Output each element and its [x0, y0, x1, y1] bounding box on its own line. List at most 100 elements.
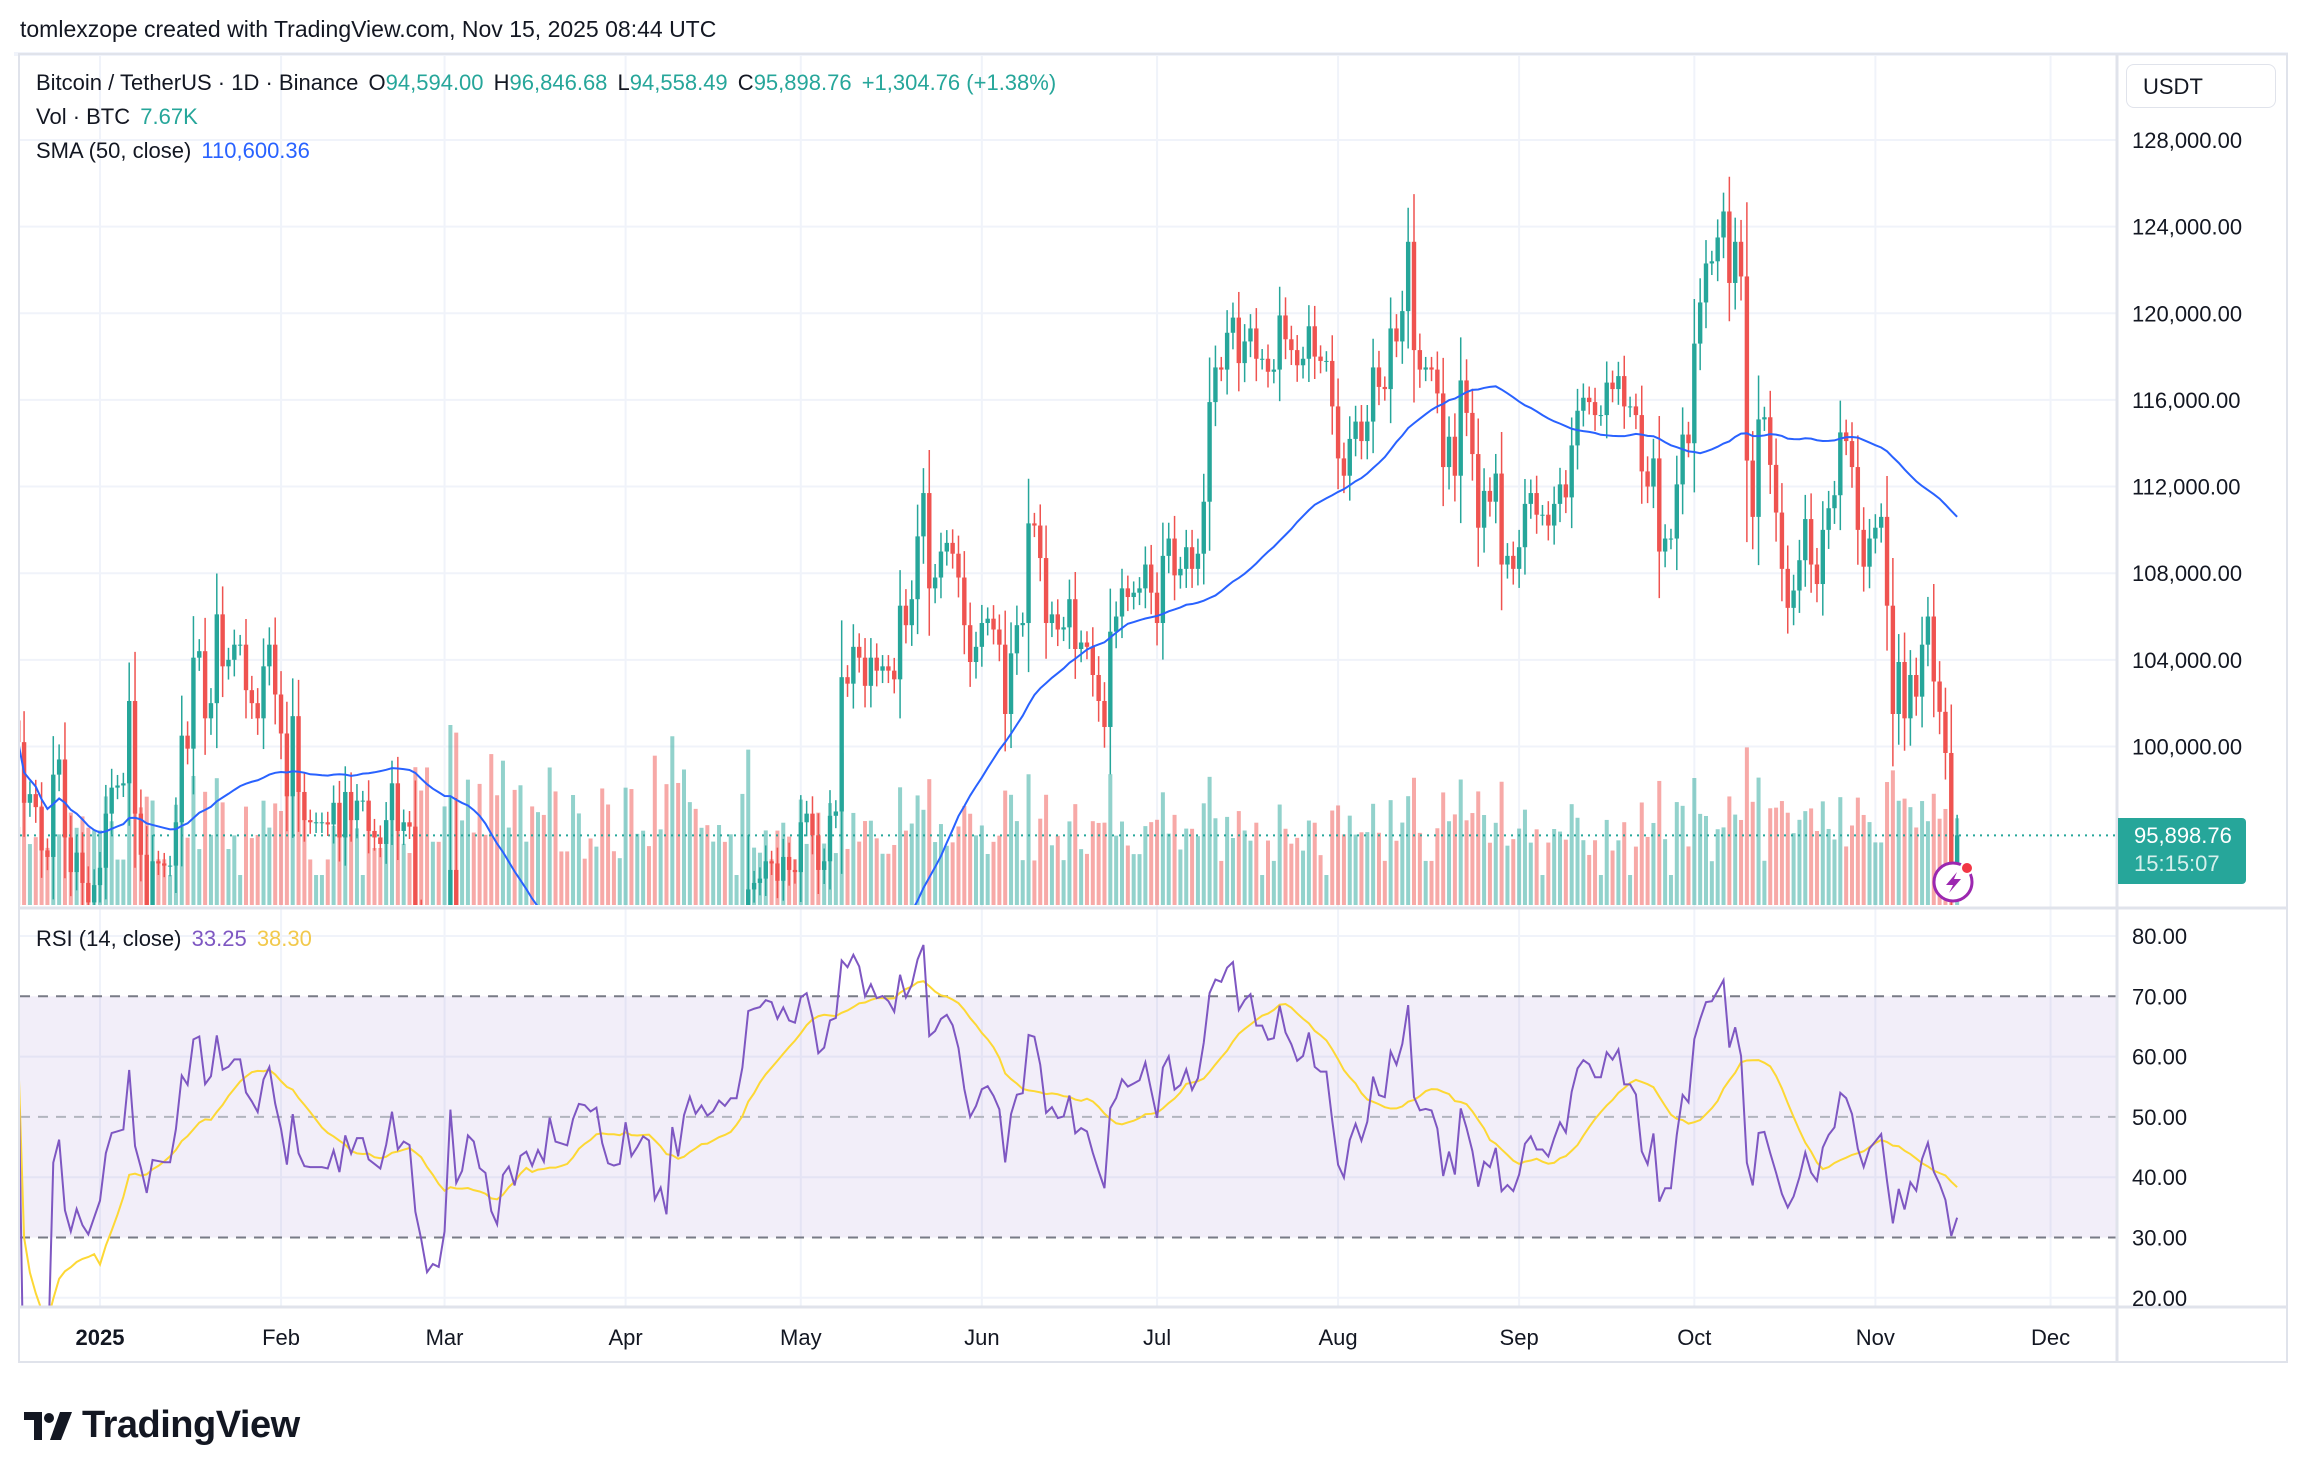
volume-bar [740, 793, 745, 905]
candle-body [220, 614, 225, 667]
candle-body [1785, 568, 1790, 608]
volume-bar [384, 823, 389, 905]
volume-bar [676, 782, 681, 905]
volume-bar [33, 837, 38, 905]
volume-bar [1727, 796, 1732, 905]
candle-body [1265, 358, 1271, 372]
candle-body [821, 861, 827, 870]
candle-body [91, 885, 97, 903]
volume-bar [1943, 808, 1948, 905]
lightning-alert-icon[interactable] [1932, 861, 1974, 903]
volume-bar [722, 841, 727, 905]
chart-frame [18, 53, 2288, 1363]
volume-bar [1160, 792, 1165, 905]
candle-body [237, 644, 243, 646]
candle-body [1516, 547, 1522, 569]
candle-body [751, 882, 757, 890]
volume-bar [1195, 836, 1200, 905]
candle-body [868, 657, 874, 686]
symbol-name: Bitcoin / TetherUS · 1D · Binance [36, 70, 359, 95]
sma-legend[interactable]: SMA (50, close) 110,600.36 [36, 138, 314, 164]
price-axis[interactable]: 128,000.00 124,000.00 120,000.00 116,000.00… [2132, 128, 2242, 759]
volume-bar [20, 826, 21, 905]
candle-body [1773, 464, 1779, 513]
volume-bar [354, 828, 359, 905]
candle-body [1464, 380, 1469, 413]
candle-body [962, 577, 967, 626]
volume-bar [1692, 778, 1697, 905]
price-tick-label: 100,000.00 [2132, 734, 2242, 759]
rsi-tick-label: 50.00 [2132, 1105, 2187, 1130]
volume-bar [1505, 845, 1510, 905]
volume-bar [641, 830, 646, 905]
candle-body [243, 644, 249, 691]
candle-body [284, 733, 290, 797]
candle-body [33, 794, 38, 808]
currency-button[interactable]: USDT [2126, 64, 2276, 108]
volume-bar [1049, 845, 1054, 905]
volume-bar [1330, 810, 1335, 905]
change-value: +1,304.76 (+1.38%) [861, 70, 1057, 95]
volume-bar [1587, 854, 1592, 905]
symbol-legend[interactable]: Bitcoin / TetherUS · 1D · Binance O94,59… [36, 70, 1060, 96]
candle-body [1540, 514, 1545, 516]
volume-bar [1096, 822, 1101, 905]
sma-line [20, 385, 1958, 905]
candle-body [1125, 588, 1131, 598]
candle-body [1908, 675, 1913, 719]
volume-bar [962, 806, 967, 905]
candle-body [1394, 328, 1399, 342]
candle-body [851, 646, 856, 684]
rsi-axis[interactable]: 80.00 70.00 60.00 50.00 40.00 30.00 20.00 [2132, 924, 2187, 1311]
candle-body [156, 861, 161, 864]
volume-value: 7.67K [140, 104, 198, 129]
volume-bar [1131, 854, 1136, 905]
volume-bar [1172, 814, 1177, 905]
candle-body [121, 783, 126, 786]
candle-body [1405, 241, 1411, 312]
volume-bar [1260, 875, 1265, 905]
volume-bar [1289, 843, 1294, 905]
volume-bar [699, 827, 704, 905]
volume-bar [1178, 849, 1183, 905]
volume-bar [1797, 819, 1802, 905]
volume-bar [483, 834, 488, 905]
candle-body [1493, 473, 1498, 502]
rsi-legend[interactable]: RSI (14, close) 33.25 38.30 [36, 926, 316, 952]
candle-body [115, 785, 120, 788]
volume-bar [407, 853, 412, 905]
candle-body [1814, 564, 1820, 585]
tradingview-logo[interactable]: TradingView [24, 1404, 300, 1447]
time-axis[interactable]: 2025 Feb Mar Apr May Jun Jul Aug Sep Oct Nov Dec [76, 1325, 2071, 1350]
volume-bar [185, 837, 190, 905]
candle-body [448, 869, 453, 905]
candle-body [1149, 564, 1154, 593]
candle-body [1189, 547, 1195, 569]
volume-bar [495, 795, 500, 905]
candle-body [1499, 473, 1504, 565]
rsi-tick-label: 60.00 [2132, 1045, 2187, 1070]
candle-body [1458, 380, 1463, 476]
volume-bar [518, 785, 523, 905]
volume-bar [1493, 822, 1498, 905]
volume-legend[interactable]: Vol · BTC 7.67K [36, 104, 202, 130]
volume-bar [1254, 822, 1259, 905]
candle-body [1032, 523, 1037, 526]
candle-body [354, 800, 360, 821]
candle-body [862, 657, 868, 686]
chart-credit: tomlexzope created with TradingView.com,… [20, 16, 717, 42]
volume-bar [915, 795, 920, 905]
volume-bar [471, 832, 476, 905]
volume-bar [810, 825, 815, 905]
candle-body [816, 835, 821, 870]
candle-body [1248, 328, 1253, 342]
candle-body [786, 856, 792, 870]
volume-bar [506, 827, 511, 905]
volume-bar [314, 875, 319, 905]
volume-bar [874, 838, 879, 905]
volume-bar [1499, 781, 1504, 905]
candle-body [1038, 525, 1043, 559]
candle-body [255, 703, 260, 719]
rsi-ma-line [20, 980, 1958, 1306]
